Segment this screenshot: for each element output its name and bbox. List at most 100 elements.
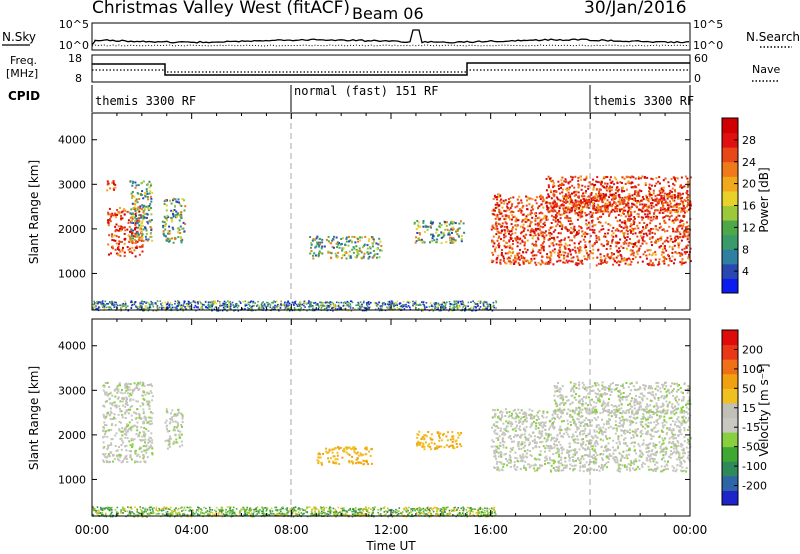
scatter-cell bbox=[350, 460, 353, 463]
scatter-cell bbox=[121, 303, 124, 306]
scatter-cell bbox=[618, 241, 621, 244]
scatter-cell bbox=[102, 389, 105, 392]
scatter-cell bbox=[160, 303, 162, 305]
scatter-cell bbox=[226, 306, 229, 308]
scatter-cell bbox=[400, 305, 403, 307]
scatter-cell bbox=[531, 254, 534, 257]
scatter-cell bbox=[421, 241, 424, 244]
scatter-cell bbox=[526, 239, 529, 242]
scatter-cell bbox=[661, 206, 664, 208]
scatter-cell bbox=[581, 184, 584, 187]
scatter-cell bbox=[141, 221, 144, 224]
scatter-cell bbox=[456, 446, 459, 448]
scatter-cell bbox=[338, 463, 341, 465]
scatter-cell bbox=[500, 212, 503, 215]
scatter-cell bbox=[507, 256, 510, 259]
scatter-cell bbox=[511, 243, 514, 245]
scatter-cell bbox=[571, 239, 573, 242]
scatter-cell bbox=[328, 448, 331, 451]
scatter-cell bbox=[168, 306, 171, 309]
scatter-cell bbox=[583, 255, 586, 258]
scatter-cell bbox=[148, 445, 151, 448]
scatter-cell bbox=[537, 232, 540, 235]
scatter-cell bbox=[534, 261, 537, 264]
scatter-cell bbox=[667, 181, 670, 184]
scatter-cell bbox=[288, 302, 291, 305]
scatter-cell bbox=[646, 196, 648, 199]
scatter-cell bbox=[349, 255, 352, 258]
scatter-cell bbox=[503, 453, 506, 456]
scatter-cell bbox=[124, 385, 127, 388]
scatter-cell bbox=[248, 303, 250, 306]
scatter-cell bbox=[150, 437, 153, 440]
scatter-cell bbox=[549, 232, 552, 234]
scatter-cell bbox=[605, 187, 607, 190]
scatter-cell bbox=[674, 235, 677, 238]
scatter-cell bbox=[452, 227, 455, 230]
scatter-cell bbox=[577, 186, 580, 189]
scatter-cell bbox=[572, 256, 575, 259]
scatter-cell bbox=[679, 203, 682, 206]
scatter-cell bbox=[223, 304, 226, 307]
scatter-cell bbox=[348, 446, 351, 449]
scatter-cell bbox=[551, 249, 554, 252]
scatter-cell bbox=[673, 184, 676, 187]
scatter-cell bbox=[603, 259, 606, 262]
scatter-cell bbox=[151, 439, 154, 442]
scatter-cell bbox=[438, 233, 441, 236]
scatter-cell bbox=[531, 198, 534, 201]
scatter-cell bbox=[107, 213, 110, 216]
scatter-cell bbox=[114, 417, 117, 420]
scatter-cell bbox=[609, 204, 612, 207]
scatter-cell bbox=[145, 445, 148, 448]
scatter-cell bbox=[487, 304, 489, 306]
scatter-cell bbox=[545, 204, 548, 207]
scatter-cell bbox=[556, 236, 559, 239]
scatter-cell bbox=[366, 244, 369, 247]
scatter-cell bbox=[138, 253, 141, 256]
scatter-cell bbox=[678, 242, 681, 245]
scatter-cell bbox=[610, 255, 612, 258]
scatter-cell bbox=[260, 303, 263, 306]
scatter-cell bbox=[640, 177, 643, 180]
scatter-cell bbox=[569, 223, 572, 226]
scatter-cell bbox=[603, 195, 605, 198]
scatter-cell bbox=[643, 203, 646, 206]
scatter-cell bbox=[329, 304, 332, 307]
colorbar-swatch bbox=[722, 234, 738, 250]
scatter-cell bbox=[543, 199, 546, 202]
scatter-cell bbox=[283, 304, 286, 307]
scatter-cell bbox=[349, 307, 352, 309]
scatter-cell bbox=[177, 198, 180, 201]
scatter-cell bbox=[523, 218, 526, 221]
scatter-cell bbox=[619, 238, 622, 241]
scatter-cell bbox=[351, 240, 354, 243]
scatter-cell bbox=[145, 216, 148, 219]
scatter-cell bbox=[110, 444, 113, 446]
scatter-cell bbox=[601, 201, 604, 204]
scatter-cell bbox=[573, 246, 576, 249]
scatter-cell bbox=[294, 301, 296, 303]
scatter-cell bbox=[157, 308, 159, 310]
scatter-cell bbox=[139, 303, 141, 305]
scatter-cell bbox=[109, 187, 112, 190]
scatter-cell bbox=[564, 251, 567, 254]
scatter-cell bbox=[451, 237, 453, 240]
scatter-cell bbox=[141, 236, 144, 239]
scatter-cell bbox=[111, 239, 114, 241]
scatter-cell bbox=[366, 247, 369, 250]
scatter-cell bbox=[588, 198, 591, 201]
scatter-cell bbox=[116, 449, 119, 452]
scatter-cell bbox=[316, 241, 319, 244]
scatter-cell bbox=[132, 222, 135, 224]
scatter-cell bbox=[650, 184, 653, 187]
scatter-cell bbox=[347, 309, 350, 312]
scatter-cell bbox=[409, 308, 412, 311]
scatter-cell bbox=[500, 251, 503, 254]
scatter-cell bbox=[645, 198, 648, 201]
scatter-cell bbox=[620, 221, 623, 224]
scatter-cell bbox=[585, 219, 588, 222]
scatter-cell bbox=[330, 252, 333, 255]
scatter-cell bbox=[614, 206, 617, 209]
scatter-cell bbox=[470, 307, 472, 309]
